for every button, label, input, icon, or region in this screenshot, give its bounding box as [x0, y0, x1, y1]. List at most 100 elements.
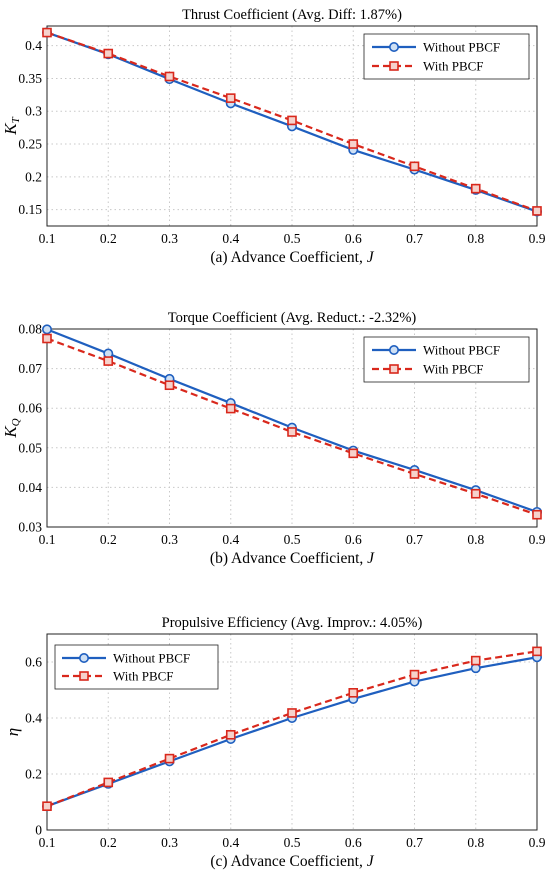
x-tick-label: 0.2 — [100, 231, 117, 246]
x-tick-label: 0.7 — [406, 532, 423, 547]
x-axis-variable: J — [367, 249, 375, 266]
data-point-with-pbcf — [532, 206, 542, 216]
chart-title: Thrust Coefficient (Avg. Diff: 1.87%) — [182, 7, 402, 23]
data-point-with-pbcf — [409, 669, 420, 680]
y-tick-label: 0.06 — [18, 401, 42, 416]
panel-propulsive-efficiency: 0.1 0.2 0.3 0.4 0.5 0.6 0.7 0.8 0.9 0 0.2 0.4 0.6 P… — [3, 615, 546, 870]
data-point-with-pbcf — [348, 687, 359, 698]
y-axis-label: η — [3, 728, 22, 736]
y-axis-label: KT — [1, 116, 22, 135]
legend-box — [363, 33, 530, 80]
data-point-with-pbcf — [470, 183, 481, 194]
x-tick-label: 0.3 — [161, 231, 178, 246]
x-axis-variable: J — [367, 853, 375, 870]
data-point-with-pbcf — [409, 469, 420, 479]
data-point-with-pbcf — [164, 380, 175, 391]
data-point-with-pbcf — [42, 27, 52, 38]
x-tick-label: 0.4 — [222, 532, 239, 547]
x-axis-label-text: (b) Advance Coefficient, — [210, 550, 367, 567]
y-tick-label: 0.6 — [25, 655, 42, 670]
y-tick-label: 0.4 — [25, 38, 42, 53]
legend-label-with: With PBCF — [113, 669, 174, 684]
legend-box — [54, 644, 219, 690]
data-point-with-pbcf — [409, 161, 420, 172]
legend-label-with: With PBCF — [423, 59, 484, 74]
y-grid — [47, 45, 537, 211]
legend-marker-with — [79, 671, 89, 681]
y-tick-label: 0.4 — [25, 711, 42, 726]
plot-frame — [46, 328, 538, 528]
y-tick-label: 0.07 — [18, 361, 42, 376]
series-line-with-pbcf — [46, 650, 538, 808]
legend: Without PBCF With PBCF — [54, 644, 219, 690]
legend-marker-without — [388, 344, 399, 355]
x-tick-label: 0.1 — [39, 532, 56, 547]
legend-label-without: Without PBCF — [113, 651, 190, 666]
legend-label-without: Without PBCF — [423, 343, 500, 358]
data-point-without-pbcf — [41, 324, 52, 335]
y-axis-symbol: K — [1, 425, 20, 439]
plot-frame — [46, 25, 538, 227]
x-axis-label-text: (c) Advance Coefficient, — [210, 853, 366, 870]
chart-title: Propulsive Efficiency (Avg. Improv.: 4.0… — [162, 615, 423, 631]
legend-label-without: Without PBCF — [423, 40, 500, 55]
data-point-with-pbcf — [42, 801, 52, 812]
x-tick-labels: 0.1 0.2 0.3 0.4 0.5 0.6 0.7 0.8 0.9 — [39, 532, 546, 547]
y-tick-label: 0.2 — [25, 169, 42, 184]
y-axis-symbol: η — [3, 728, 22, 736]
legend: Without PBCF With PBCF — [363, 336, 530, 383]
x-tick-label: 0.2 — [100, 532, 117, 547]
data-point-with-pbcf — [103, 777, 114, 788]
y-tick-label: 0.25 — [18, 137, 42, 152]
x-tick-label: 0.8 — [467, 532, 484, 547]
y-tick-label: 0.05 — [18, 440, 42, 455]
y-tick-label: 0.2 — [25, 767, 42, 782]
data-point-with-pbcf — [42, 333, 52, 344]
data-point-with-pbcf — [470, 655, 481, 666]
data-point-with-pbcf — [164, 71, 175, 82]
x-tick-label: 0.5 — [284, 231, 301, 246]
data-point-with-pbcf — [348, 448, 359, 459]
chart-title: Torque Coefficient (Avg. Reduct.: -2.32%… — [168, 310, 417, 326]
x-tick-label: 0.4 — [222, 835, 239, 850]
x-tick-label: 0.3 — [161, 835, 178, 850]
y-axis-label: KQ — [1, 418, 22, 438]
y-tick-labels: 0.15 0.2 0.25 0.3 0.35 0.4 — [18, 38, 42, 217]
series-layer — [41, 27, 542, 217]
data-point-with-pbcf — [287, 115, 297, 126]
y-tick-label: 0 — [35, 823, 42, 838]
data-point-with-pbcf — [164, 753, 175, 764]
x-tick-labels: 0.1 0.2 0.3 0.4 0.5 0.6 0.7 0.8 0.9 — [39, 835, 546, 850]
y-tick-labels: 0 0.2 0.4 0.6 — [25, 655, 42, 838]
data-point-with-pbcf — [103, 356, 114, 366]
series-layer — [41, 324, 542, 520]
x-axis-label: (b) Advance Coefficient, J — [210, 550, 375, 567]
x-tick-labels: 0.1 0.2 0.3 0.4 0.5 0.6 0.7 0.8 0.9 — [39, 231, 546, 246]
y-tick-label: 0.15 — [18, 202, 42, 217]
x-tick-label: 0.8 — [467, 835, 484, 850]
series-line-with-pbcf — [46, 31, 538, 212]
series-layer — [41, 646, 542, 812]
y-tick-label: 0.04 — [18, 480, 42, 495]
x-tick-label: 0.6 — [345, 231, 362, 246]
x-tick-label: 0.9 — [529, 231, 546, 246]
y-tick-label: 0.3 — [25, 104, 42, 119]
panel-thrust-coefficient: 0.1 0.2 0.3 0.4 0.5 0.6 0.7 0.8 0.9 0.150.20.250… — [1, 7, 546, 266]
y-tick-label: 0.08 — [18, 322, 42, 337]
data-point-with-pbcf — [532, 509, 542, 520]
legend: Without PBCF With PBCF — [363, 33, 530, 80]
data-point-with-pbcf — [225, 93, 236, 103]
x-tick-label: 0.9 — [529, 835, 546, 850]
x-tick-label: 0.3 — [161, 532, 178, 547]
y-axis-subscript: Q — [10, 418, 22, 426]
x-tick-label: 0.5 — [284, 532, 301, 547]
y-tick-label: 0.03 — [18, 520, 42, 535]
data-point-with-pbcf — [287, 427, 297, 437]
legend-marker-with — [389, 61, 399, 71]
x-tick-label: 0.1 — [39, 231, 56, 246]
data-point-with-pbcf — [532, 646, 542, 657]
x-axis-label: (a) Advance Coefficient, J — [210, 249, 374, 266]
data-point-with-pbcf — [287, 708, 297, 718]
y-axis-symbol: K — [1, 122, 20, 136]
